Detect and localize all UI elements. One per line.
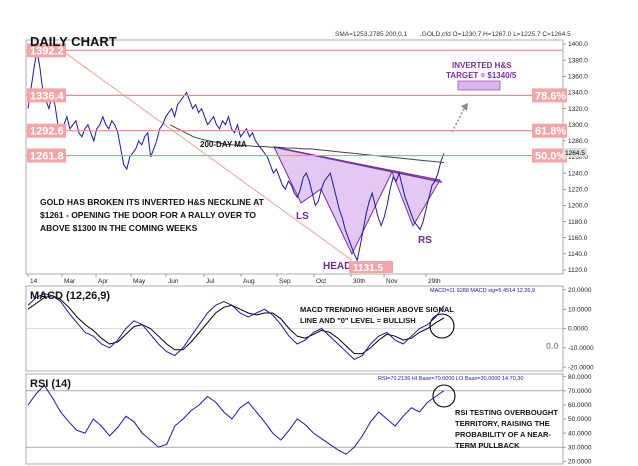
projection-arrow-head [461, 103, 468, 111]
ma-label: 200-DAY MA [200, 140, 247, 149]
price-y-tick-label: 1300.0 [568, 122, 588, 129]
price-y-tick-label: 1180.0 [568, 219, 588, 226]
price-y-tick-label: 1240.0 [568, 170, 588, 177]
quote-header: .GOLD.cfd O=1230.7 H=1267.0 L=1225.7 C=1… [420, 31, 571, 38]
price-y-tick-label: 1320.0 [568, 106, 588, 113]
commentary-line-1: GOLD HAS BROKEN ITS INVERTED H&S NECKLIN… [40, 197, 265, 207]
price-y-tick-label: 1160.0 [568, 235, 588, 242]
last-price-box [563, 148, 587, 157]
rsi-y-tick-label: 60.0000 [568, 402, 592, 409]
head-label: HEAD [323, 261, 351, 272]
target-box [457, 80, 501, 91]
rs-label: RS [418, 235, 432, 246]
price-y-tick-label: 1220.0 [568, 186, 588, 193]
sma-header: SMA=1253.2785 200,0,1 [335, 31, 407, 38]
rsi-line [27, 384, 445, 455]
macd-line [27, 293, 445, 360]
fib-level-box [27, 123, 66, 138]
commentary-line-2: $1261 - OPENING THE DOOR FOR A RALLY OVE… [40, 210, 256, 220]
x-tick-label: May [133, 278, 146, 285]
fib-level-label: 1336.4 [30, 90, 65, 102]
x-tick-label: Mar [64, 278, 76, 285]
fib-level-box [27, 43, 66, 58]
head-low-label: 1131.5 [353, 263, 383, 274]
rsi-y-tick-label: 50.0000 [568, 416, 592, 423]
rsi-y-tick-label: 70.0000 [568, 388, 592, 395]
macd-annotation-2: LINE AND "0" LEVEL = BULLISH [300, 316, 416, 325]
price-y-tick-label: 1340.0 [568, 90, 588, 97]
macd-y-tick-label: 0.0000 [568, 326, 588, 333]
fib-level-label: 1292.6 [30, 126, 64, 138]
rsi-panel [25, 373, 564, 465]
ma-200-line [169, 124, 445, 164]
rsi-annotation-2: TERRITORY, RAISING THE [455, 419, 550, 428]
head-low-box [349, 261, 393, 273]
fib-pct-label: 78.6% [535, 90, 566, 102]
x-tick-label: 29th [428, 278, 441, 285]
x-tick-label: 30th [353, 278, 366, 285]
x-tick-label: Aug [243, 278, 255, 285]
rsi-highlight-circle [432, 384, 456, 408]
macd-header: MACD=11.9288 MACD sig=5.4514 12,26,9 [430, 288, 535, 294]
rsi-y-tick-label: 30.0000 [568, 444, 592, 451]
rsi-y-tick-label: 80.0000 [568, 374, 592, 381]
macd-annotation-1: MACD TRENDING HIGHER ABOVE SIGNAL [300, 305, 454, 314]
fib-pct-box [532, 123, 567, 138]
x-tick-label: Apr [98, 278, 109, 285]
neckline [273, 146, 443, 183]
last-price-label: 1264.5 [565, 150, 585, 157]
x-tick-label: Nov [386, 278, 398, 285]
price-y-tick-label: 1260.0 [568, 154, 588, 161]
rsi-y-tick-label: 20.0000 [568, 458, 592, 465]
commentary-line-3: ABOVE $1300 IN THE COMING WEEKS [40, 223, 198, 233]
macd-y-tick-label: -20.0000 [568, 364, 594, 371]
macd-signal-line [27, 295, 445, 355]
chart-title: DAILY CHART [30, 34, 117, 49]
fib-pct-label: 50.0% [535, 151, 566, 163]
rsi-annotation-3: PROBABILITY OF A NEAR- [455, 430, 551, 439]
price-y-tick-label: 1360.0 [568, 74, 588, 81]
fib-level-label: 1392.2 [30, 45, 64, 57]
rsi-annotation-4: TERM PULLBACK [455, 441, 520, 450]
macd-y-tick-label: -10.0000 [568, 345, 594, 352]
x-tick-label: Sep [279, 278, 291, 285]
x-tick-label: 14 [30, 278, 38, 285]
target-label-2: TARGET = $1340/5 [446, 71, 517, 80]
price-y-tick-label: 1200.0 [568, 203, 588, 210]
fib-level-box [27, 148, 66, 163]
macd-zero-label: 0.0 [546, 341, 559, 351]
projection-arrow [451, 108, 465, 133]
rsi-y-tick-label: 40.0000 [568, 430, 592, 437]
fib-pct-label: 61.8% [535, 126, 566, 138]
x-tick-label: Oct [316, 278, 326, 285]
macd-highlight-circle [429, 313, 455, 339]
macd-title: MACD (12,26,9) [30, 290, 110, 302]
fib-level-label: 1261.8 [30, 151, 64, 163]
rsi-header: RSI=70.2136 HI Base=70.0000 LO Base=30.0… [378, 376, 523, 382]
target-label-1: INVERTED H&S [452, 61, 512, 70]
price-y-tick-label: 1380.0 [568, 57, 588, 64]
x-tick-label: Jun [168, 278, 179, 285]
rsi-annotation-1: RSI TESTING OVERBOUGHT [455, 408, 558, 417]
price-y-tick-label: 1280.0 [568, 138, 588, 145]
macd-y-tick-label: 10.0000 [568, 306, 592, 313]
price-y-tick-label: 1120.0 [568, 267, 588, 274]
rsi-title: RSI (14) [30, 378, 71, 390]
price-line [27, 50, 445, 262]
macd-y-tick-label: 20.0000 [568, 287, 592, 294]
fib-level-box [27, 88, 66, 103]
x-tick-label: Jul [206, 278, 215, 285]
fib-pct-box [532, 88, 567, 103]
ls-label: LS [296, 211, 309, 222]
price-y-tick-label: 1140.0 [568, 251, 588, 258]
fib-pct-box [532, 148, 567, 163]
price-y-tick-label: 1400.0 [568, 41, 588, 48]
